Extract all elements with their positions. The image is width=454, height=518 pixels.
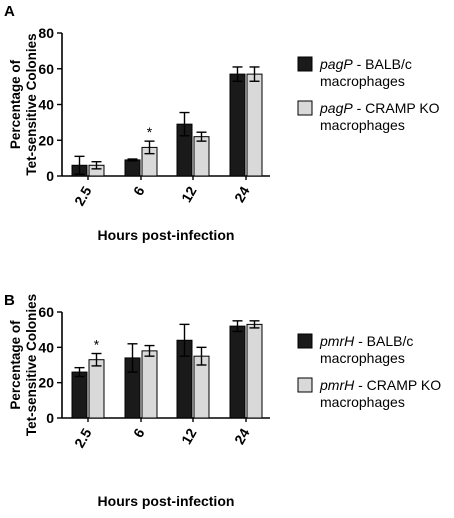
legend-strain-name: - CRAMP KO xyxy=(354,377,441,393)
legend-entry-line1: pagP - BALB/c xyxy=(319,56,412,72)
x-axis-label: Hours post-infection xyxy=(98,493,235,509)
significance-mark: * xyxy=(147,124,153,140)
legend-strain-name: - CRAMP KO xyxy=(353,100,440,116)
legend-entry-line1: pmrH - CRAMP KO xyxy=(319,377,441,393)
y-tick-label: 40 xyxy=(38,97,54,113)
legend-gene-name: pmrH xyxy=(319,377,355,393)
legend-gene-name: pagP xyxy=(319,56,353,72)
legend-entry-line2: macrophages xyxy=(320,350,405,366)
x-tick-label: 24 xyxy=(231,425,253,447)
legend-swatch-cramp xyxy=(297,377,313,393)
chart-panel-a: A 0 20 40 60 80 Percentage of Tet-sensitive Col… xyxy=(4,3,440,243)
legend-strain-name: - BALB/c xyxy=(354,333,413,349)
y-tick-label: 40 xyxy=(38,339,54,355)
y-axis-label-line1: Percentage of xyxy=(8,320,23,410)
legend-entry-line2: macrophages xyxy=(320,394,405,410)
y-tick-label: 0 xyxy=(46,410,54,426)
legend-entry-line1: pmrH - BALB/c xyxy=(319,333,413,349)
y-tick-label: 20 xyxy=(38,375,54,391)
y-axis-label-line2: Tet-sensitive Colonies xyxy=(24,294,39,436)
x-tick-label: 12 xyxy=(178,425,200,447)
bar-balb-24 xyxy=(229,73,246,177)
y-tick-label: 20 xyxy=(38,132,54,148)
legend-swatch-cramp xyxy=(297,100,313,116)
x-axis-label: Hours post-infection xyxy=(98,227,235,243)
legend-swatch-balb xyxy=(297,333,313,349)
y-tick-label: 80 xyxy=(38,25,54,41)
bar-cramp-6 xyxy=(141,350,158,419)
panel-label: B xyxy=(4,292,15,309)
bar-balb-6 xyxy=(124,159,141,177)
chart-panel-b: B 0 20 40 60 Percentage of Tet-sensitive Colon… xyxy=(4,292,441,509)
x-tick-label: 6 xyxy=(130,183,148,198)
panel-label: A xyxy=(4,3,15,20)
significance-mark: * xyxy=(94,337,100,353)
x-tick-label: 6 xyxy=(130,425,148,440)
y-tick-label: 60 xyxy=(38,304,54,320)
x-tick-label: 2.5 xyxy=(71,425,95,450)
bar-cramp-2_5 xyxy=(88,359,105,419)
legend-entry-line2: macrophages xyxy=(320,73,405,89)
x-tick-label: 24 xyxy=(231,183,253,205)
legend-gene-name: pmrH xyxy=(319,333,355,349)
legend-entry-line1: pagP - CRAMP KO xyxy=(319,100,440,116)
bar-balb-2_5 xyxy=(71,371,88,419)
bar-cramp-24 xyxy=(246,323,263,419)
bar-cramp-24 xyxy=(246,73,263,177)
x-tick-label: 12 xyxy=(178,183,200,205)
bar-balb-24 xyxy=(229,325,246,419)
y-axis-label-line2: Tet-sensitive Colonies xyxy=(24,33,39,175)
y-tick-label: 0 xyxy=(46,168,54,184)
legend-gene-name: pagP xyxy=(319,100,353,116)
y-tick-label: 60 xyxy=(38,61,54,77)
legend-entry-line2: macrophages xyxy=(320,117,405,133)
legend-strain-name: - BALB/c xyxy=(353,56,412,72)
y-axis-label-line1: Percentage of xyxy=(8,59,23,149)
legend-swatch-balb xyxy=(297,56,313,72)
x-tick-label: 2.5 xyxy=(71,183,95,208)
bar-cramp-12 xyxy=(193,136,210,177)
